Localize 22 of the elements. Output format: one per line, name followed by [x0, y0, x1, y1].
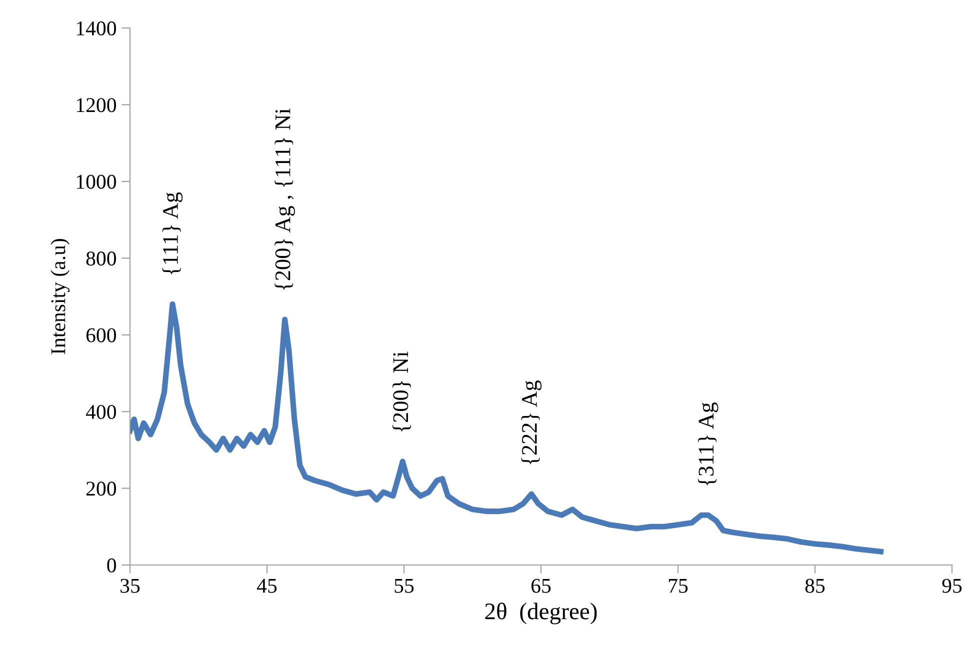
- y-tick-label: 1400: [76, 21, 116, 36]
- annotation: {222} Ag: [521, 380, 542, 464]
- x-axis-title: 2θ (degree): [485, 602, 597, 624]
- y-tick-label: 600: [86, 328, 116, 342]
- x-tick-label: 55: [394, 579, 414, 593]
- y-axis-title: Intensity (a.u): [50, 238, 70, 354]
- x-tick-label: 95: [942, 578, 962, 593]
- x-tick-label: 65: [531, 578, 551, 593]
- annotation: {111} Ag: [162, 192, 183, 274]
- annotation: {200} Ni: [392, 352, 411, 432]
- y-tick-label: 200: [86, 482, 116, 496]
- y-tick-label: 1000: [76, 174, 116, 189]
- annotation: {311} Ag: [698, 402, 718, 486]
- x-tick-label: 35: [120, 578, 140, 593]
- y-tick-label: 400: [86, 404, 116, 420]
- y-tick-label: 1200: [76, 98, 116, 112]
- annotation: {200} Ag , {111} Ni: [274, 108, 295, 290]
- x-tick-label: 45: [256, 578, 277, 593]
- y-tick-label: 0: [107, 558, 116, 572]
- x-tick-label: 75: [668, 579, 688, 593]
- x-tick-label: 85: [805, 578, 825, 593]
- y-tick-label: 800: [86, 252, 116, 266]
